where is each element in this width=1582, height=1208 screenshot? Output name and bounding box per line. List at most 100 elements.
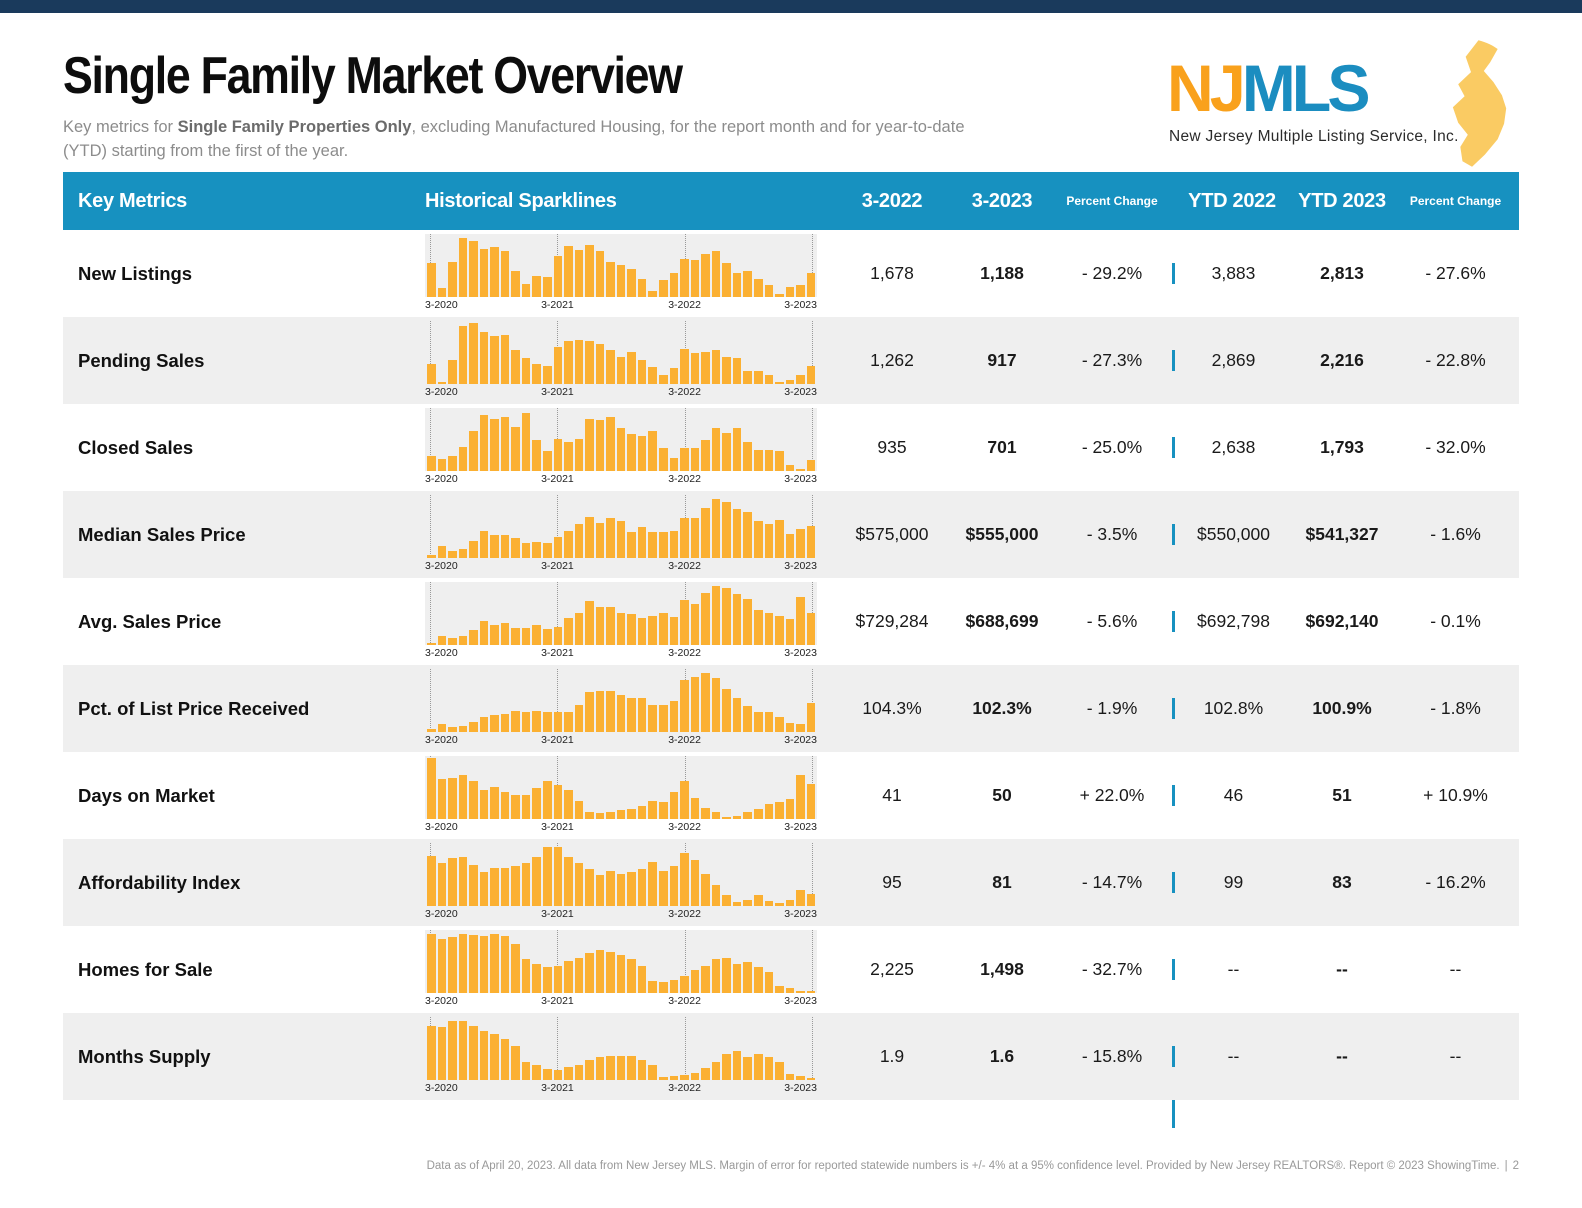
bar bbox=[680, 259, 689, 297]
sparkline-plot bbox=[425, 756, 817, 819]
year-gridline bbox=[811, 843, 813, 906]
bar bbox=[532, 625, 542, 645]
value-month-2023: 917 bbox=[987, 350, 1017, 370]
bar bbox=[564, 961, 573, 993]
sparkline-plot bbox=[425, 930, 817, 993]
bar bbox=[606, 417, 615, 471]
sparkline-axis: 3-2020 3-2021 3-2022 3-2023 bbox=[425, 1080, 817, 1096]
bar bbox=[553, 847, 563, 906]
bar bbox=[521, 959, 531, 993]
bar bbox=[437, 863, 447, 906]
bar bbox=[574, 439, 584, 471]
bar bbox=[490, 336, 499, 384]
bar bbox=[448, 858, 457, 906]
bar bbox=[775, 382, 784, 384]
bar bbox=[637, 806, 647, 819]
axis-tick-label: 3-2023 bbox=[784, 734, 817, 746]
bar bbox=[796, 1076, 805, 1080]
axis-tick-label: 3-2022 bbox=[668, 560, 701, 572]
bar bbox=[543, 451, 552, 471]
bar bbox=[437, 459, 447, 471]
report-header: Single Family Market Overview Key metric… bbox=[63, 38, 1519, 170]
bar bbox=[701, 1068, 710, 1080]
bar bbox=[595, 813, 605, 819]
bar bbox=[469, 865, 478, 906]
bar bbox=[427, 856, 436, 906]
value-percent-change-ytd: + 10.9% bbox=[1423, 785, 1488, 805]
bar bbox=[659, 375, 668, 384]
bar bbox=[427, 934, 436, 993]
table-row: New Listings 3-2020 3-2021 3-2022 3-2023 1,67… bbox=[63, 230, 1519, 317]
bar bbox=[490, 625, 499, 645]
bar bbox=[701, 808, 710, 819]
bar bbox=[616, 955, 626, 993]
bar bbox=[427, 456, 436, 471]
bar bbox=[690, 518, 700, 558]
bar bbox=[469, 431, 478, 471]
sparkline-chart: 3-2020 3-2021 3-2022 3-2023 bbox=[425, 317, 832, 404]
bar bbox=[437, 939, 447, 993]
bar bbox=[500, 251, 510, 297]
bar bbox=[574, 705, 584, 732]
bar bbox=[701, 673, 710, 732]
bar bbox=[574, 1065, 584, 1080]
value-month-2023: 1,498 bbox=[980, 959, 1024, 979]
bar bbox=[637, 360, 647, 384]
bar bbox=[785, 534, 795, 558]
bar bbox=[775, 986, 784, 993]
bar bbox=[775, 451, 784, 471]
value-ytd-2023: 2,216 bbox=[1320, 350, 1364, 370]
bar bbox=[711, 586, 721, 645]
bar bbox=[753, 610, 763, 645]
bar bbox=[585, 812, 594, 819]
bar bbox=[616, 357, 626, 384]
bar bbox=[511, 866, 520, 906]
sparkline-chart: 3-2020 3-2021 3-2022 3-2023 bbox=[425, 491, 832, 578]
bar bbox=[574, 524, 584, 558]
axis-tick-label: 3-2023 bbox=[784, 908, 817, 920]
bar bbox=[753, 371, 763, 384]
value-percent-change-ytd: - 0.1% bbox=[1430, 611, 1481, 631]
bar bbox=[479, 790, 489, 819]
bar bbox=[732, 273, 742, 297]
bar bbox=[458, 549, 468, 558]
bar bbox=[458, 857, 468, 906]
bar bbox=[648, 801, 658, 819]
bar bbox=[532, 788, 542, 819]
table-row: Homes for Sale 3-2020 3-2021 3-2022 3-2023 2,… bbox=[63, 926, 1519, 1013]
axis-tick-label: 3-2021 bbox=[541, 734, 574, 746]
bar bbox=[743, 1057, 752, 1080]
bar bbox=[627, 1056, 636, 1080]
bar bbox=[711, 678, 721, 732]
bar bbox=[595, 875, 605, 906]
year-gridline bbox=[811, 1017, 813, 1080]
bar bbox=[732, 902, 742, 906]
bar bbox=[775, 717, 784, 732]
metric-label: Pending Sales bbox=[78, 349, 205, 371]
bar bbox=[711, 1062, 721, 1080]
value-month-2022: $729,284 bbox=[855, 611, 929, 631]
header-month-2023: 3-2023 bbox=[971, 189, 1033, 212]
bar bbox=[637, 1060, 647, 1080]
bar bbox=[553, 537, 563, 558]
bar bbox=[500, 1039, 510, 1080]
bar bbox=[806, 613, 816, 645]
bar bbox=[585, 419, 594, 471]
bar bbox=[722, 689, 731, 732]
subtitle-prefix: Key metrics for bbox=[63, 118, 178, 136]
bar bbox=[711, 499, 721, 558]
bar bbox=[479, 621, 489, 645]
axis-tick-label: 3-2021 bbox=[541, 995, 574, 1007]
bar bbox=[806, 894, 816, 906]
bar bbox=[743, 706, 752, 732]
sparkline-axis: 3-2020 3-2021 3-2022 3-2023 bbox=[425, 819, 817, 835]
bar bbox=[669, 1076, 679, 1080]
bar bbox=[469, 323, 478, 384]
bar bbox=[469, 541, 478, 558]
bar bbox=[796, 890, 805, 906]
bar bbox=[785, 619, 795, 645]
axis-tick-label: 3-2021 bbox=[541, 821, 574, 833]
bar bbox=[648, 981, 658, 993]
value-percent-change-month: - 1.9% bbox=[1086, 698, 1138, 718]
value-percent-change-ytd: - 22.8% bbox=[1425, 350, 1486, 370]
